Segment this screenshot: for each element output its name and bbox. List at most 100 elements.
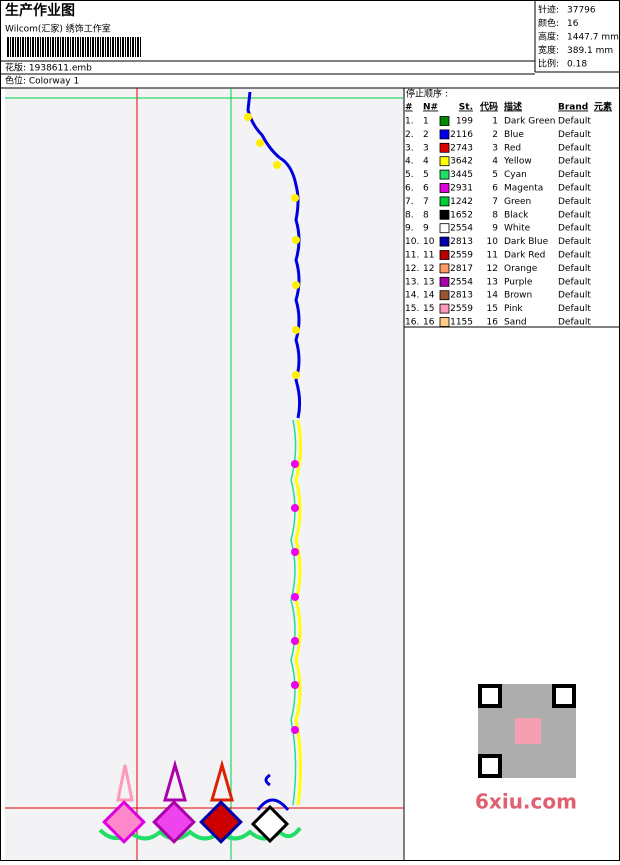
- cell-desc: Yellow: [503, 157, 532, 167]
- cell-desc: Cyan: [504, 170, 527, 180]
- color-swatch: [439, 250, 450, 260]
- color-swatch: [439, 223, 450, 234]
- cell-desc: White: [504, 224, 531, 234]
- cell-brand: Default: [558, 304, 591, 314]
- color-swatch: [439, 236, 450, 247]
- cell-brand: Default: [558, 237, 591, 247]
- cell-brand: Default: [558, 130, 591, 140]
- cell-code: 13: [487, 277, 498, 287]
- stat-label: 高度:: [538, 31, 559, 43]
- stat-label: 颜色:: [538, 17, 559, 29]
- cell-st: 2743: [450, 143, 473, 153]
- cell-n: 3.: [405, 143, 414, 153]
- color-swatch: [439, 156, 450, 167]
- column-header: St.: [459, 103, 473, 113]
- cell-nn: 7: [423, 197, 429, 207]
- color-swatch: [439, 169, 450, 180]
- color-swatch: [439, 183, 450, 193]
- cell-desc: Red: [504, 143, 521, 153]
- file-name: 花版: 1938611.emb: [5, 62, 92, 74]
- cell-nn: 2: [423, 130, 429, 140]
- cell-st: 2116: [450, 130, 473, 140]
- stat-label: 宽度:: [538, 44, 559, 56]
- cell-n: 9.: [405, 224, 414, 234]
- color-swatch: [439, 276, 450, 287]
- color-swatch: [439, 290, 450, 301]
- cell-n: 14.: [405, 291, 419, 301]
- cell-desc: Magenta: [504, 184, 543, 194]
- color-swatch: [439, 209, 450, 220]
- column-header: #: [405, 103, 413, 113]
- cell-nn: 9: [423, 224, 429, 234]
- color-swatch: [439, 116, 450, 126]
- stat-value: 389.1 mm: [567, 46, 613, 56]
- cell-nn: 12: [423, 264, 434, 274]
- color-swatch: [439, 263, 450, 274]
- column-header: N#: [423, 103, 438, 113]
- cell-nn: 15: [423, 304, 434, 314]
- cell-n: 6.: [405, 184, 414, 194]
- cell-nn: 11: [423, 251, 434, 261]
- cell-st: 2817: [450, 264, 473, 274]
- cell-code: 1: [492, 117, 498, 127]
- cell-code: 2: [492, 130, 498, 140]
- cell-st: 2554: [450, 224, 473, 234]
- cell-n: 15.: [405, 304, 419, 314]
- cell-st: 3642: [450, 157, 473, 167]
- cell-code: 10: [487, 237, 499, 247]
- stat-value: 16: [567, 19, 579, 29]
- cell-st: 199: [456, 117, 473, 127]
- stat-value: 0.18: [567, 60, 587, 70]
- colorway: 色位: Colorway 1: [5, 75, 79, 87]
- cell-nn: 16: [423, 318, 435, 328]
- cell-n: 10.: [405, 237, 419, 247]
- cell-brand: Default: [558, 184, 591, 194]
- cell-brand: Default: [558, 197, 591, 207]
- cell-code: 6: [492, 184, 498, 194]
- cell-nn: 3: [423, 143, 429, 153]
- cell-n: 16.: [405, 318, 419, 328]
- stat-value: 1447.7 mm: [567, 33, 619, 43]
- cell-code: 14: [487, 291, 499, 301]
- cell-code: 12: [487, 264, 498, 274]
- cell-brand: Default: [558, 143, 591, 153]
- design: [98, 91, 303, 844]
- color-swatch: [439, 129, 450, 140]
- stat-label: 针迹:: [538, 4, 559, 16]
- cell-code: 3: [492, 143, 498, 153]
- cell-brand: Default: [558, 318, 591, 328]
- cell-st: 2813: [450, 291, 473, 301]
- cell-n: 2.: [405, 130, 414, 140]
- cell-st: 2559: [450, 251, 473, 261]
- color-swatch: [439, 142, 450, 153]
- cell-code: 11: [487, 251, 498, 261]
- cell-desc: Pink: [504, 304, 523, 314]
- cell-desc: Dark Green: [504, 117, 555, 127]
- table-caption: 停止顺序 :: [406, 88, 448, 100]
- column-header: 代码: [479, 101, 498, 113]
- watermark: 6xiu.com: [475, 790, 577, 814]
- cell-st: 2554: [450, 277, 473, 287]
- cell-desc: Brown: [504, 291, 532, 301]
- cell-brand: Default: [558, 117, 591, 127]
- cell-nn: 1: [423, 117, 429, 127]
- color-swatch: [439, 317, 450, 327]
- cell-code: 15: [487, 304, 498, 314]
- cell-code: 16: [487, 318, 499, 328]
- title: 生产作业图: [5, 2, 75, 19]
- cell-desc: Dark Red: [504, 251, 545, 261]
- cell-desc: Orange: [504, 264, 538, 274]
- cell-st: 1155: [450, 318, 473, 328]
- cell-brand: Default: [558, 251, 591, 261]
- stat-label: 比例:: [538, 58, 559, 70]
- cell-n: 5.: [405, 170, 414, 180]
- cell-n: 12.: [405, 264, 419, 274]
- cell-st: 3445: [450, 170, 473, 180]
- cell-brand: Default: [558, 277, 591, 287]
- cell-st: 2813: [450, 237, 473, 247]
- cell-st: 1242: [450, 197, 473, 207]
- cell-code: 5: [492, 170, 498, 180]
- cell-desc: Green: [504, 197, 531, 207]
- stat-value: 37796: [567, 6, 596, 16]
- color-swatch: [439, 303, 450, 314]
